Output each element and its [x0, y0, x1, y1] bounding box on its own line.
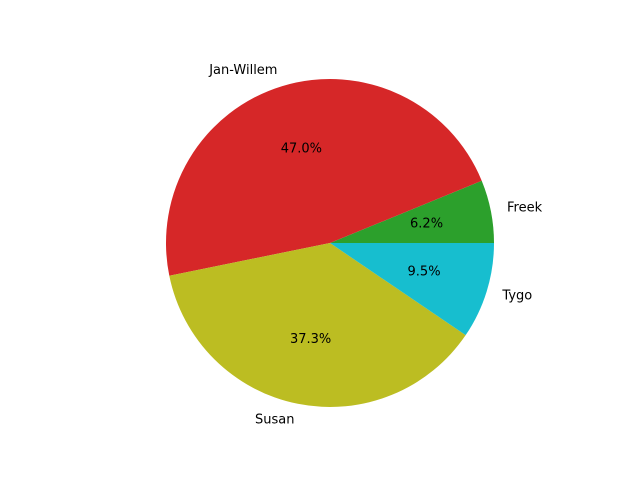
slice-label-tygo: Tygo: [501, 289, 532, 304]
pct-label-tygo: 9.5%: [408, 264, 441, 279]
slice-label-freek: Freek: [507, 201, 543, 216]
pie-slice-freek: [330, 180, 495, 243]
pct-label-jan-willem: 47.0%: [281, 141, 322, 156]
pct-label-susan: 37.3%: [290, 332, 331, 347]
slice-label-susan: Susan: [255, 412, 294, 427]
pie-slices: [166, 78, 495, 407]
pct-label-freek: 6.2%: [410, 216, 443, 231]
pie-labels: Freek 6.2% Jan-Willem 47.0% Susan 37.3% Tygo 9.…: [208, 63, 542, 427]
pie-slice-tygo: [330, 243, 494, 336]
pie-slice-susan: [169, 243, 466, 407]
slice-label-jan-willem: Jan-Willem: [208, 63, 277, 78]
pie-slice-jan-willem: [166, 78, 482, 276]
